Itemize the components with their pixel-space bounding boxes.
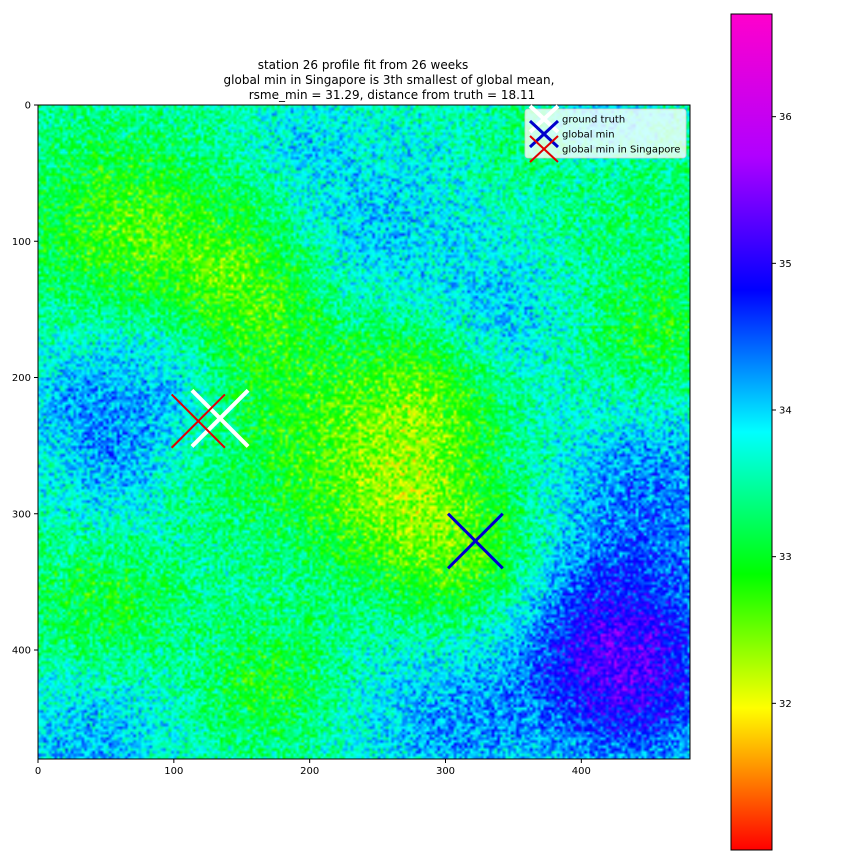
marker-stroke [170,393,226,449]
marker-stroke [190,388,250,448]
x-tick-label: 300 [436,766,455,777]
y-axis: 0 100 200 300 400 [12,101,38,657]
x-tick-label: 0 [35,766,41,777]
colorbar-gradient [731,14,772,850]
plot-frame [37,104,691,760]
colorbar-tick-label: 33 [779,552,792,563]
title-line-1: station 26 profile fit from 26 weeks [258,58,469,72]
heatmap-field [38,105,690,759]
title-line-2: global min in Singapore is 3th smallest … [224,73,555,87]
marker-global-min [446,512,504,570]
colorbar: 32 33 34 35 36 [730,13,792,851]
legend-label: global min in Singapore [562,145,680,156]
colorbar-tick-label: 36 [779,112,792,123]
legend-marker [528,104,560,134]
legend-marker [529,135,559,163]
legend-box [524,108,687,159]
legend-entry: global min [528,119,615,149]
x-tick-label: 400 [572,766,591,777]
x-tick-label: 100 [164,766,183,777]
colorbar-tick-label: 35 [779,259,792,270]
y-tick-label: 300 [12,509,31,520]
legend-entry: global min in Singapore [529,135,680,163]
legend-entry: ground truth [528,104,625,134]
marker-ground-truth [190,388,250,448]
x-axis: 0 100 200 300 400 [35,759,591,777]
y-tick-label: 100 [12,237,31,248]
marker-stroke [446,512,504,570]
colorbar-ticks: 32 33 34 35 36 [772,112,792,710]
y-tick-label: 200 [12,373,31,384]
legend-label: ground truth [562,115,625,126]
markers-layer [170,388,504,570]
legend: ground truth global min global min in Sing… [524,104,687,163]
colorbar-tick-label: 34 [779,406,792,417]
colorbar-tick-label: 32 [779,699,792,710]
title-line-3: rsme_min = 31.29, distance from truth = … [249,88,536,102]
y-tick-label: 400 [12,646,31,657]
legend-marker [528,119,560,149]
marker-global-min-in-singapore [170,393,226,449]
heatmap-image [38,105,690,759]
chart-title: station 26 profile fit from 26 weeks glo… [224,58,555,102]
y-tick-label: 0 [25,101,31,112]
x-tick-label: 200 [300,766,319,777]
legend-label: global min [562,130,615,141]
colorbar-frame [730,13,773,851]
